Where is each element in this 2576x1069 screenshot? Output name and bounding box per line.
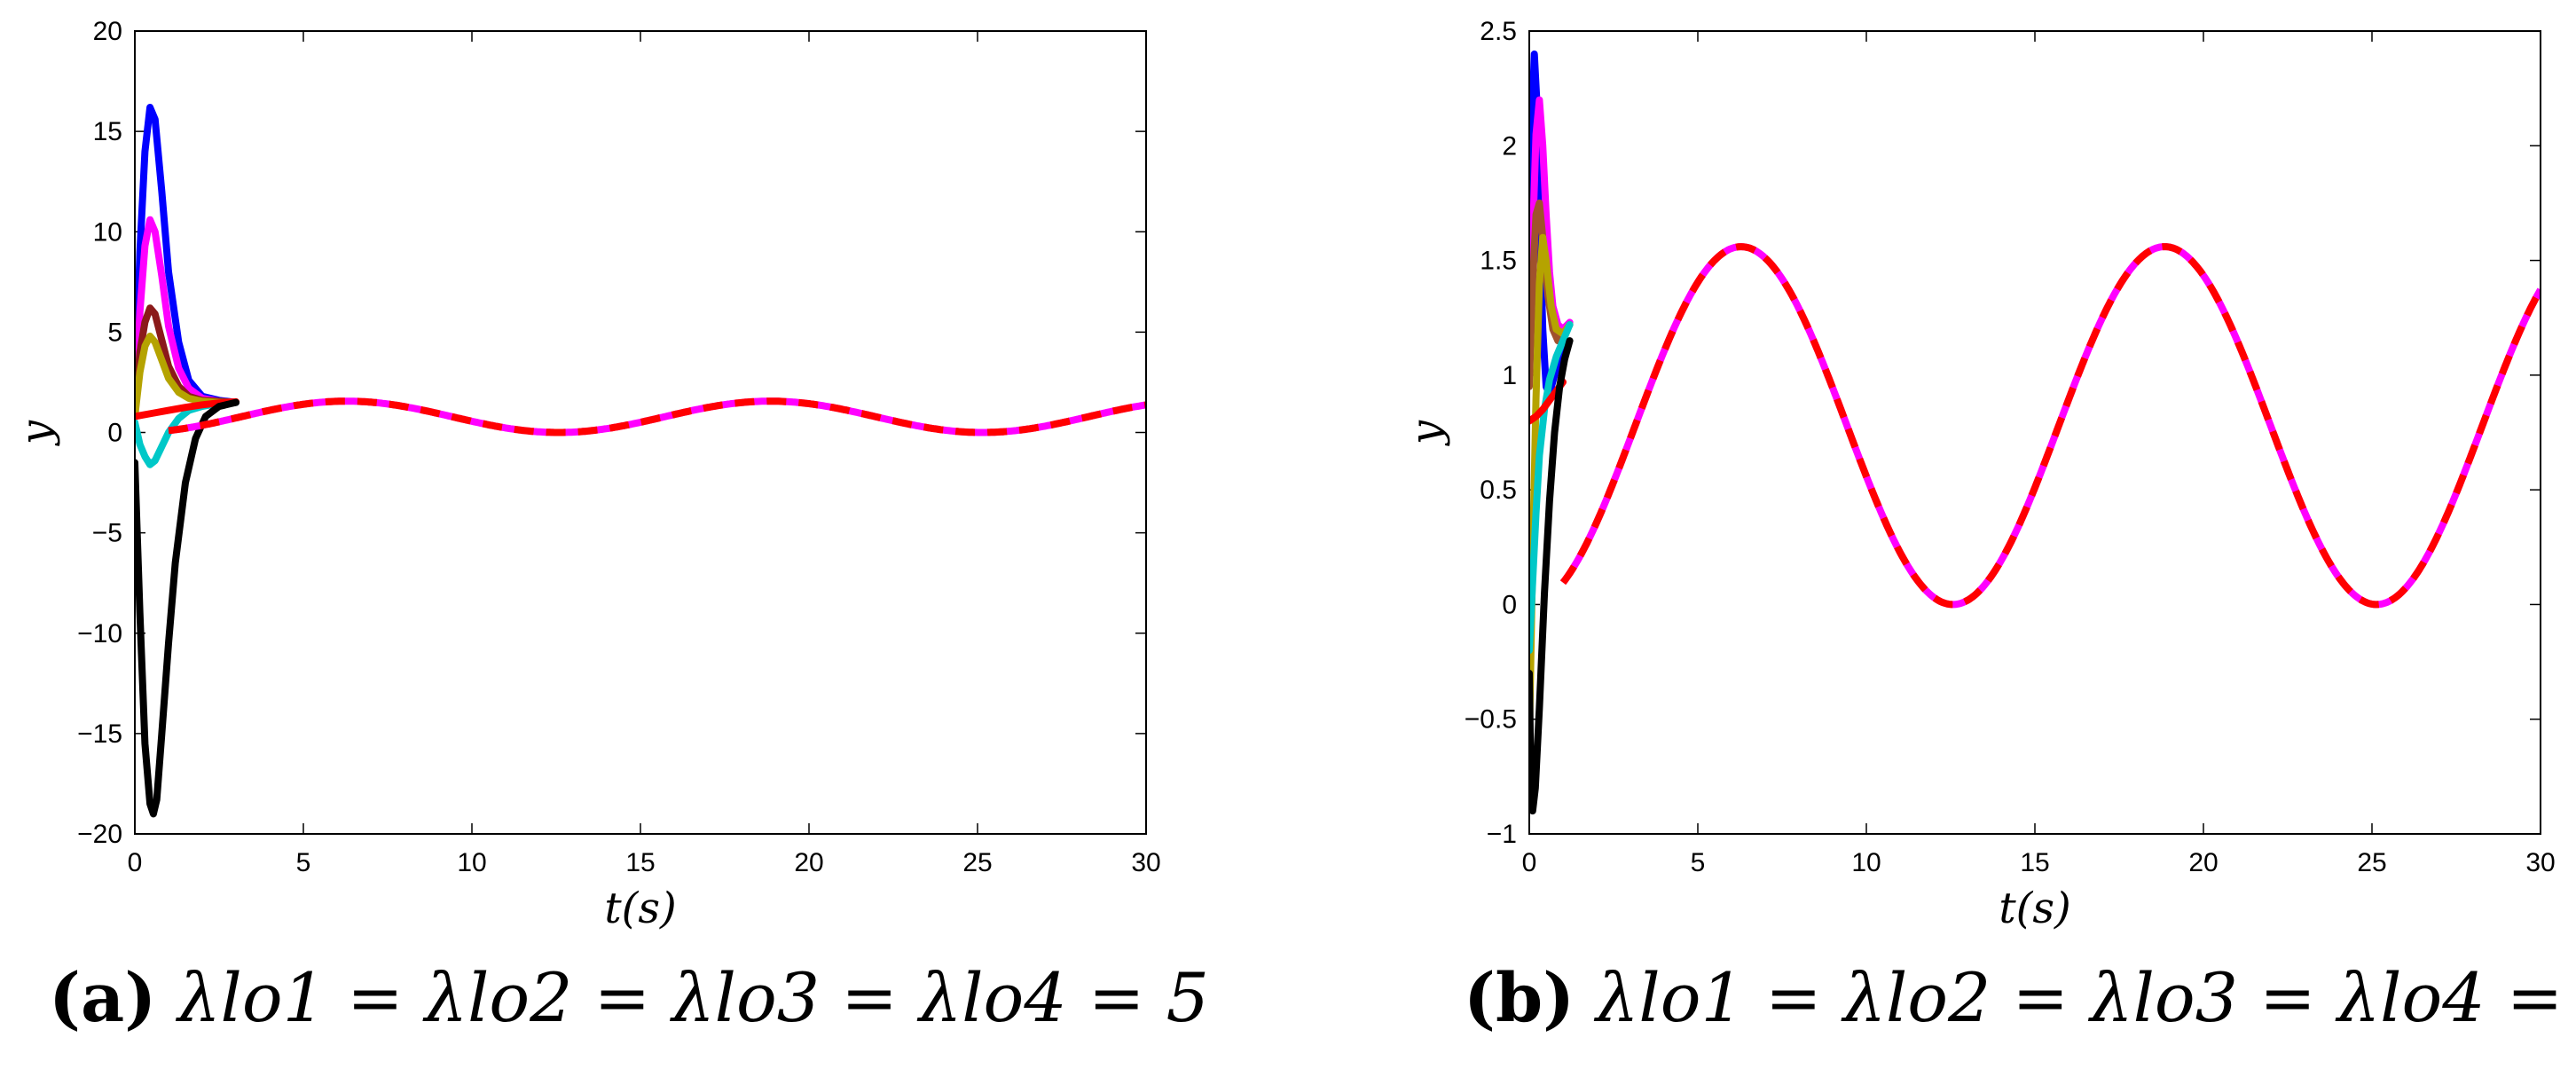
y-tick-label: 20 <box>93 17 122 46</box>
axes-box <box>1528 30 2541 835</box>
series-steady-red-dashed <box>168 397 1146 436</box>
x-tick-label: 25 <box>2357 848 2386 877</box>
y-axis-label: y <box>1402 420 1451 446</box>
series-steady-red-dashed <box>1559 243 2541 609</box>
y-tick-label: −0.5 <box>1465 705 1517 735</box>
caption-label: (b) <box>1464 958 1575 1037</box>
y-tick-label: −20 <box>77 820 122 849</box>
series-steady-magenta <box>1559 243 2541 609</box>
chart-a: 0 5 10 15 20 25 30 −20 −15 −10 −5 0 5 10 15 20 t(s) y <box>12 17 1161 933</box>
y-tick-label: 10 <box>93 217 122 247</box>
x-tick-label: 10 <box>1851 848 1881 877</box>
x-tick-label: 30 <box>1131 848 1160 877</box>
chart-b: 0 5 10 15 20 25 30 −1 −0.5 0 0.5 1 1.5 2 2.5 t(s) y <box>1402 17 2556 933</box>
y-tick-label: 5 <box>107 318 122 347</box>
caption-a: (a) λlo1 = λlo2 = λlo3 = λlo4 = 5 <box>49 958 1209 1037</box>
panel-b: 0 5 10 15 20 25 30 −1 −0.5 0 0.5 1 1.5 2 2.5 t(s) y (b) … <box>1288 0 2576 1069</box>
y-tick-label: 1 <box>1502 361 1517 390</box>
series-black <box>135 398 240 818</box>
caption-equation: λlo1 = λlo2 = λlo3 = λlo4 = 10 <box>1596 958 2576 1037</box>
series-olive <box>1529 233 1574 746</box>
y-tick-label: 15 <box>93 117 122 146</box>
x-tick-label: 15 <box>625 848 655 877</box>
caption-b: (b) λlo1 = λlo2 = λlo3 = λlo4 = 10 <box>1464 958 2576 1037</box>
x-tick-label: 30 <box>2525 848 2555 877</box>
x-axis-label: t(s) <box>1999 884 2070 933</box>
x-tick-label: 5 <box>296 848 311 877</box>
x-tick-label: 25 <box>962 848 992 877</box>
axes-box <box>134 30 1147 835</box>
series-blue <box>135 104 240 413</box>
y-tick-label: 2 <box>1502 131 1517 161</box>
y-tick-label: 2.5 <box>1480 17 1517 46</box>
caption-label: (a) <box>49 958 157 1037</box>
y-tick-label: 0 <box>1502 590 1517 619</box>
series-magenta <box>1529 96 1574 379</box>
series-black <box>1529 337 1574 815</box>
panel-a: 0 5 10 15 20 25 30 −20 −15 −10 −5 0 5 10 15 20 t(s) y (a)… <box>12 17 1209 1037</box>
y-tick-label: 1.5 <box>1480 247 1517 276</box>
x-tick-label: 0 <box>1522 848 1537 877</box>
x-axis-label: t(s) <box>604 884 676 933</box>
x-tick-label: 20 <box>794 848 823 877</box>
y-tick-label: 0.5 <box>1480 476 1517 505</box>
y-tick-label: 0 <box>107 419 122 448</box>
x-tick-label: 15 <box>2020 848 2049 877</box>
x-tick-label: 0 <box>128 848 143 877</box>
y-tick-label: −1 <box>1487 820 1517 849</box>
y-axis-label: y <box>12 420 61 446</box>
x-tick-label: 20 <box>2188 848 2218 877</box>
y-tick-label: −5 <box>92 519 122 548</box>
caption-equation: λlo1 = λlo2 = λlo3 = λlo4 = 5 <box>177 958 1210 1037</box>
y-tick-label: −15 <box>77 719 122 749</box>
x-tick-label: 10 <box>457 848 486 877</box>
x-tick-label: 5 <box>1691 848 1706 877</box>
y-tick-label: −10 <box>77 619 122 648</box>
